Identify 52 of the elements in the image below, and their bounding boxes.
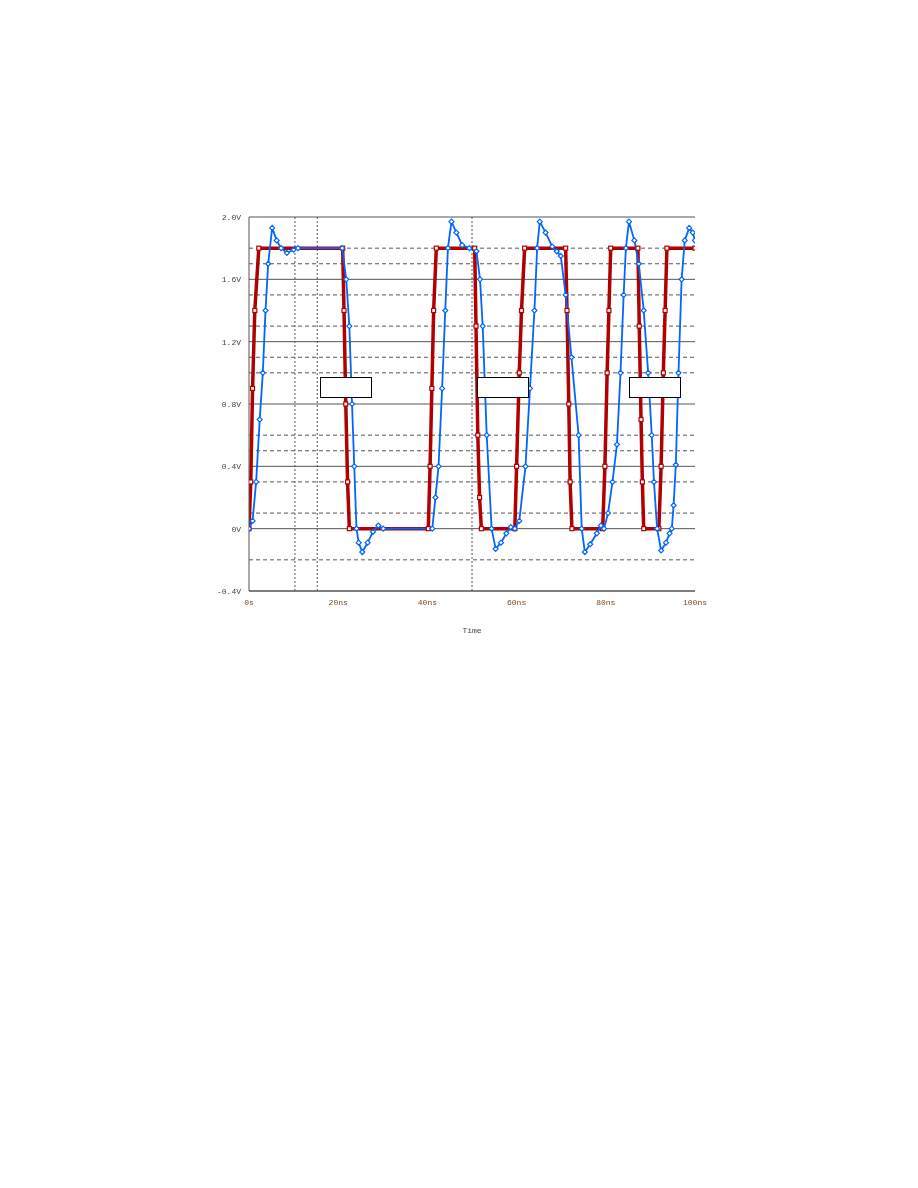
point [602, 463, 608, 469]
point [252, 307, 258, 314]
point [256, 245, 262, 251]
x-tick-label: 80ns [596, 597, 616, 607]
point [518, 307, 525, 314]
point [476, 494, 483, 501]
point [343, 401, 349, 407]
x-tick-label: 60ns [507, 597, 527, 607]
point [429, 385, 435, 392]
point [606, 307, 612, 314]
point [514, 463, 520, 469]
point [567, 479, 573, 485]
point [249, 479, 254, 485]
y-tick-label: 2.0V [221, 212, 242, 222]
point [658, 463, 664, 469]
point [566, 401, 572, 407]
point [427, 463, 433, 469]
point [346, 526, 352, 532]
point [639, 479, 645, 485]
x-axis-title: Time [462, 626, 482, 635]
x-tick-label: 40ns [417, 597, 438, 607]
point [635, 245, 641, 251]
x-tick-label: 100ns [682, 597, 708, 607]
point [563, 245, 569, 251]
point [473, 323, 479, 329]
y-tick-label: 1.6V [221, 275, 242, 285]
point [604, 370, 610, 376]
point [662, 307, 668, 314]
y-tick-label: 0V [231, 524, 242, 534]
x-tick-label: 20ns [328, 597, 348, 607]
point [664, 245, 670, 251]
point [475, 432, 481, 438]
y-tick-label: -0.4V [216, 586, 242, 596]
point [341, 307, 347, 314]
point [516, 370, 522, 376]
point [638, 416, 644, 423]
y-tick-label: 0.8V [221, 399, 242, 409]
point [608, 245, 614, 251]
y-tick-label: 0.4V [221, 462, 242, 472]
y-tick-label: 1.2V [221, 337, 242, 347]
point [660, 370, 666, 376]
point [433, 245, 439, 251]
point [344, 479, 351, 485]
point [522, 245, 528, 251]
point [564, 307, 570, 314]
point [431, 307, 437, 314]
point [569, 526, 575, 532]
point [249, 385, 256, 392]
point [641, 526, 647, 532]
point [478, 526, 484, 532]
x-tick-label: 0s [244, 597, 254, 607]
point [636, 323, 642, 329]
